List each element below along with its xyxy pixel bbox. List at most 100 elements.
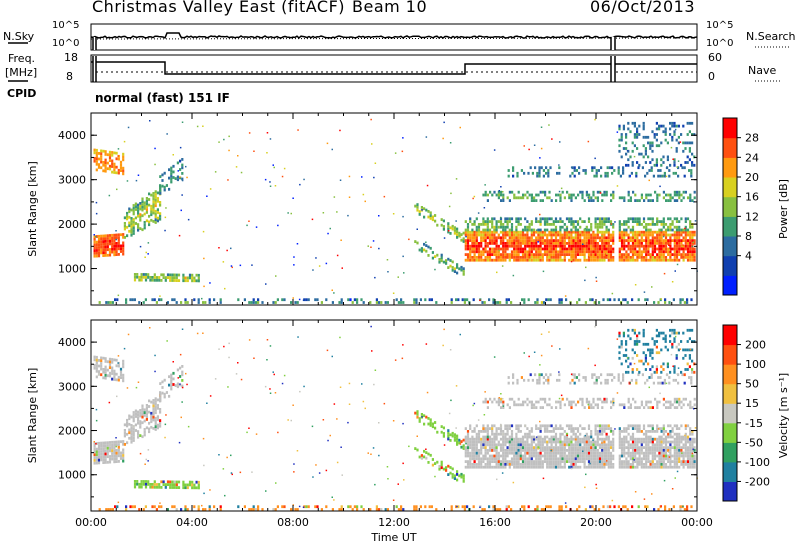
velocity-cell — [497, 443, 500, 447]
velocity-cell — [493, 432, 496, 436]
power-cell — [627, 244, 630, 248]
power-cell — [550, 230, 553, 234]
velocity-cell — [570, 424, 573, 428]
power-cell — [584, 169, 587, 172]
power-cell — [649, 228, 652, 232]
power-cell — [141, 203, 144, 206]
power-cell — [656, 253, 659, 256]
power-cell — [690, 169, 693, 172]
power-cell — [466, 247, 470, 251]
power-cell — [160, 298, 163, 302]
power-cell — [517, 223, 520, 226]
velocity-cell — [141, 415, 144, 419]
velocity-cell — [583, 457, 586, 461]
velocity-cell — [447, 434, 450, 438]
velocity-cell — [679, 505, 682, 509]
power-cell — [540, 166, 543, 170]
power-cell — [693, 250, 696, 254]
velocity-cell — [147, 483, 150, 486]
velocity-cell — [491, 430, 494, 433]
power-cell — [480, 230, 483, 234]
velocity-cell — [475, 465, 478, 469]
power-cell — [629, 244, 632, 248]
power-cell — [136, 275, 139, 279]
velocity-cell — [622, 354, 625, 357]
power-cell — [627, 220, 630, 223]
velocity-cell — [680, 449, 683, 452]
power-cell — [515, 217, 518, 221]
power-cell — [155, 278, 159, 282]
velocity-cell — [574, 446, 577, 449]
velocity-cell — [638, 437, 641, 441]
velocity-cell — [618, 345, 621, 349]
power-cell — [513, 233, 516, 237]
power-cell — [491, 247, 494, 251]
velocity-cell — [620, 446, 624, 449]
velocity-cell — [680, 424, 683, 428]
power-cell — [552, 223, 555, 226]
power-cell — [629, 217, 632, 221]
velocity-cell — [557, 437, 560, 441]
velocity-cell — [111, 446, 114, 450]
velocity-cell — [579, 446, 582, 449]
power-cell — [471, 256, 474, 259]
power-cell — [431, 215, 434, 219]
power-cell — [669, 199, 672, 202]
velocity-cell — [425, 456, 428, 460]
power-cell — [392, 292, 395, 294]
velocity-cell — [113, 446, 116, 450]
power-cell — [143, 207, 146, 210]
power-cell — [458, 267, 461, 271]
power-cell — [102, 240, 105, 243]
power-cell — [565, 242, 569, 245]
velocity-cell — [429, 424, 432, 427]
velocity-cell — [486, 400, 489, 404]
power-cell — [427, 210, 430, 213]
velocity-cell — [678, 449, 681, 452]
power-cell — [526, 253, 529, 256]
power-cell — [589, 298, 592, 302]
power-cell — [418, 248, 421, 252]
power-cell — [666, 155, 669, 159]
power-cell — [102, 245, 105, 249]
power-cell — [587, 250, 591, 254]
power-cell — [579, 190, 582, 194]
power-cell — [513, 230, 516, 234]
power-cell — [684, 253, 687, 256]
velocity-cell — [532, 460, 536, 463]
velocity-cell — [581, 446, 584, 449]
velocity-cell — [642, 424, 646, 428]
power-cell — [213, 298, 216, 302]
power-cell — [543, 230, 547, 234]
velocity-cell — [656, 403, 659, 407]
power-cell — [143, 226, 146, 230]
velocity-cell — [546, 457, 549, 461]
power-cell — [647, 193, 650, 197]
power-cell — [649, 233, 652, 237]
velocity-cell — [680, 440, 683, 444]
velocity-cell — [579, 465, 582, 469]
velocity-cell — [576, 457, 580, 461]
velocity-cell — [627, 424, 630, 428]
power-cell — [563, 244, 566, 248]
power-cell — [684, 256, 687, 259]
power-cell — [508, 220, 511, 223]
velocity-cell — [636, 451, 639, 455]
power-cell — [512, 274, 515, 277]
velocity-cell — [539, 424, 542, 428]
velocity-cell — [657, 376, 660, 379]
velocity-cell — [680, 437, 683, 441]
power-cell — [627, 236, 630, 240]
power-cell — [482, 193, 485, 197]
velocity-cell — [618, 427, 621, 430]
velocity-cell — [482, 400, 485, 404]
velocity-cell — [530, 465, 533, 469]
velocity-cell — [95, 358, 98, 362]
power-cell — [130, 231, 133, 234]
velocity-cell — [684, 449, 687, 452]
velocity-cell — [607, 463, 610, 466]
power-cell — [139, 245, 142, 248]
power-cell — [563, 196, 566, 200]
power-cell — [100, 240, 103, 244]
velocity-cell — [631, 449, 635, 452]
